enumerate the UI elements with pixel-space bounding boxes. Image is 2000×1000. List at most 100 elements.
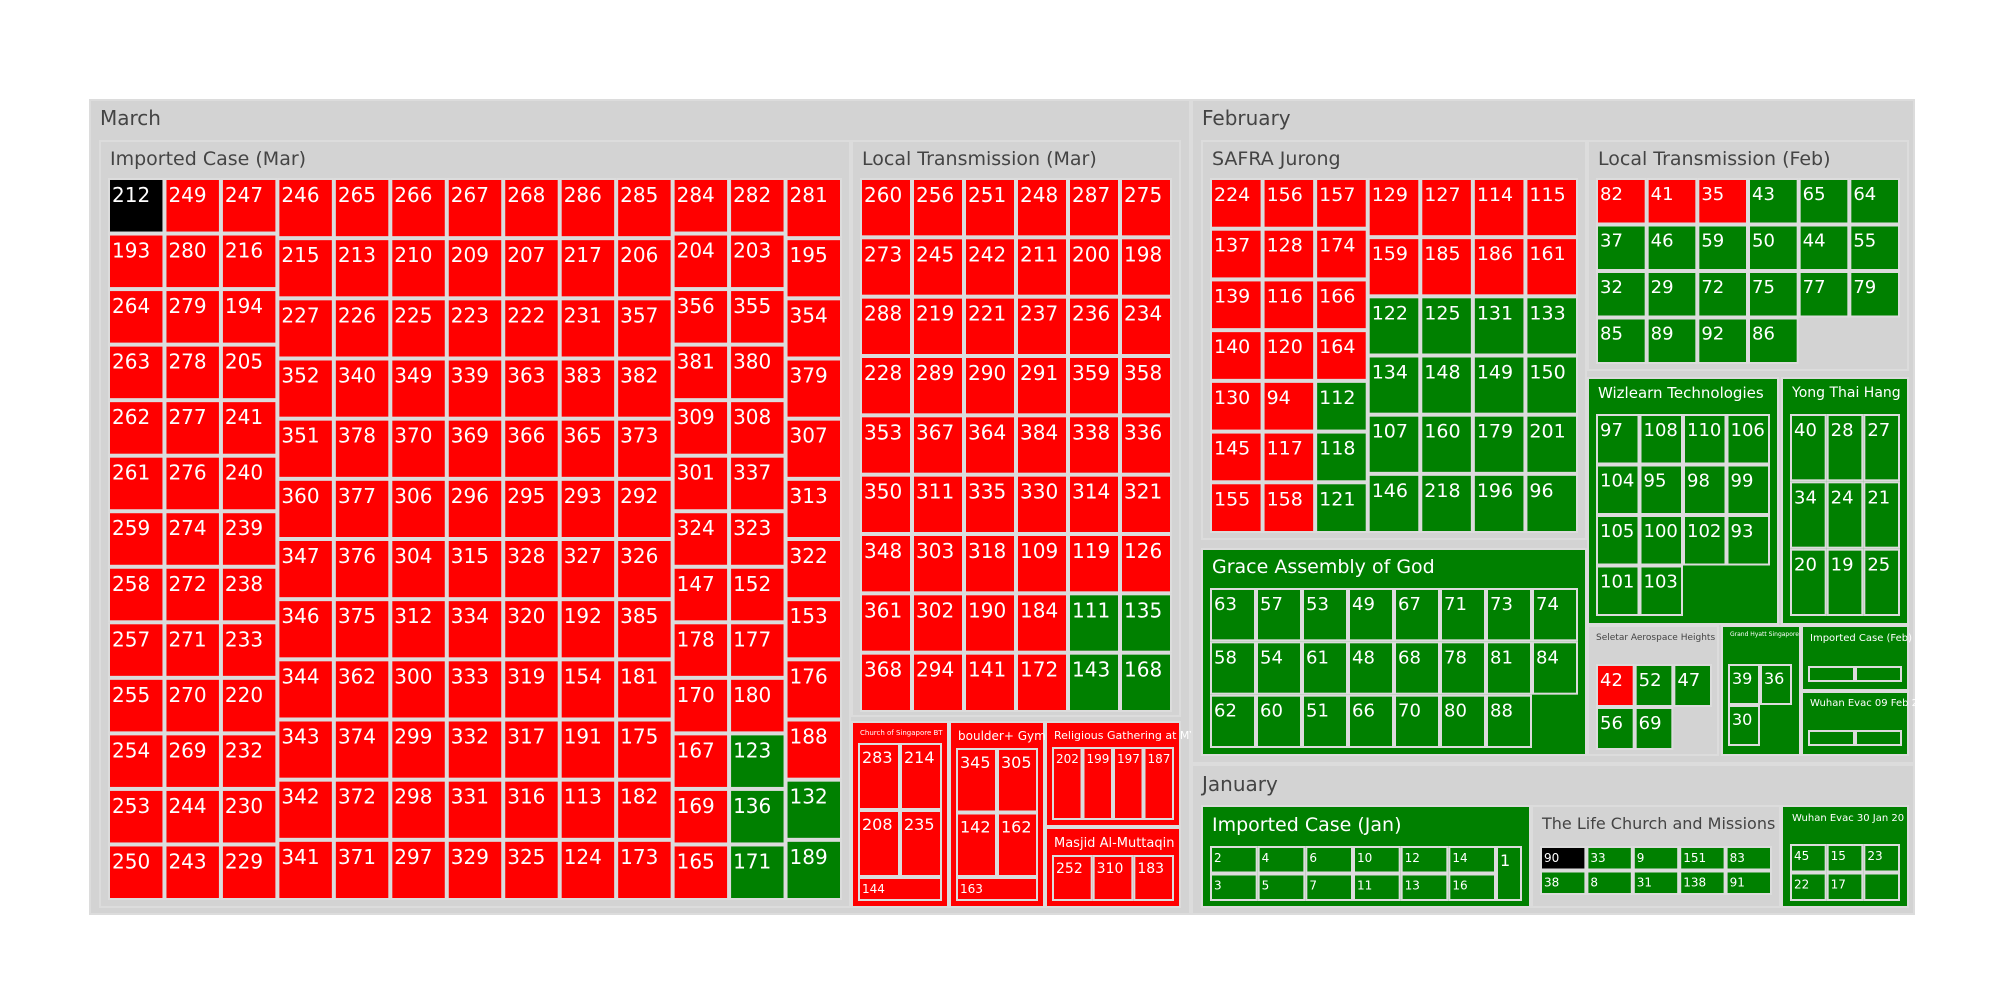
case-tile[interactable]: 347 xyxy=(277,539,334,600)
case-tile[interactable]: 118 xyxy=(1315,431,1368,483)
case-tile[interactable]: 375 xyxy=(333,599,391,660)
case-tile[interactable]: 152 xyxy=(729,566,786,623)
case-tile[interactable]: 223 xyxy=(446,298,504,359)
case-tile[interactable]: 55 xyxy=(1849,224,1901,271)
case-tile[interactable]: 252 xyxy=(1052,855,1093,901)
case-tile[interactable]: 241 xyxy=(220,400,278,456)
case-tile[interactable]: 206 xyxy=(616,238,673,299)
case-tile[interactable]: 69 xyxy=(1634,707,1674,750)
case-tile[interactable]: 80 xyxy=(1440,694,1486,749)
case-tile[interactable]: 172 xyxy=(1016,652,1068,713)
case-tile[interactable]: 5 xyxy=(1257,873,1306,901)
case-tile[interactable]: 145 xyxy=(1210,431,1263,483)
case-tile[interactable]: 227 xyxy=(277,298,334,359)
case-tile[interactable]: 251 xyxy=(964,178,1016,238)
case-tile[interactable]: 38 xyxy=(1540,870,1587,895)
case-tile[interactable]: 231 xyxy=(559,298,617,359)
case-tile[interactable]: 157 xyxy=(1315,178,1368,229)
case-tile[interactable]: 195 xyxy=(785,238,842,299)
case-tile[interactable]: 193 xyxy=(108,233,165,290)
case-tile[interactable]: 51 xyxy=(1302,694,1348,749)
case-tile[interactable]: 93 xyxy=(1726,515,1770,566)
case-tile[interactable]: 115 xyxy=(1525,178,1579,238)
case-tile[interactable]: 283 xyxy=(858,743,900,810)
case-tile[interactable]: 219 xyxy=(912,296,964,356)
case-tile[interactable]: 106 xyxy=(1726,414,1770,465)
case-tile[interactable]: 369 xyxy=(446,418,504,479)
case-tile[interactable]: 255 xyxy=(108,677,165,734)
case-tile[interactable]: 179 xyxy=(1472,414,1526,474)
case-tile[interactable]: 288 xyxy=(860,296,912,356)
case-tile[interactable]: 244 xyxy=(164,788,221,845)
case-tile[interactable]: 43 xyxy=(1748,178,1799,225)
case-tile[interactable]: 300 xyxy=(390,659,447,720)
case-tile[interactable]: 324 xyxy=(672,511,730,567)
case-tile[interactable]: 74 xyxy=(1532,588,1578,642)
case-tile[interactable]: 377 xyxy=(333,478,391,540)
case-tile[interactable]: 340 xyxy=(333,358,391,419)
case-tile[interactable]: 11 xyxy=(1353,873,1401,901)
case-tile[interactable]: 81 xyxy=(1486,641,1532,695)
case-tile[interactable]: 382 xyxy=(616,358,673,419)
case-tile[interactable]: 339 xyxy=(446,358,504,419)
case-tile[interactable]: 77 xyxy=(1798,271,1850,318)
case-tile[interactable]: 2 xyxy=(1210,846,1258,874)
case-tile[interactable]: 15 xyxy=(1826,844,1864,873)
case-tile[interactable]: 107 xyxy=(1367,414,1421,474)
case-tile[interactable]: 314 xyxy=(1068,474,1120,534)
case-tile[interactable]: 226 xyxy=(333,298,391,359)
case-tile[interactable]: 202 xyxy=(1052,747,1083,820)
case-tile[interactable]: 8 xyxy=(1586,870,1633,895)
case-tile[interactable]: 378 xyxy=(333,418,391,479)
case-tile[interactable]: 181 xyxy=(616,659,673,720)
case-tile[interactable]: 320 xyxy=(503,599,560,660)
case-tile[interactable]: 149 xyxy=(1472,355,1526,415)
case-tile[interactable]: 143 xyxy=(1068,652,1120,713)
case-tile[interactable]: 10 xyxy=(1353,846,1401,874)
case-tile[interactable]: 171 xyxy=(729,844,786,901)
case-tile[interactable]: 25 xyxy=(1863,548,1901,617)
case-tile[interactable]: 232 xyxy=(220,733,278,789)
case-tile[interactable]: 125 xyxy=(1420,296,1473,356)
case-tile[interactable]: 1 xyxy=(1496,846,1522,901)
case-tile[interactable]: 323 xyxy=(729,511,786,567)
case-tile[interactable]: 139 xyxy=(1210,279,1263,331)
case-tile[interactable]: 245 xyxy=(912,237,964,297)
case-tile[interactable]: 85 xyxy=(1596,317,1647,364)
case-tile[interactable]: 213 xyxy=(333,238,391,299)
case-tile[interactable]: 271 xyxy=(164,622,221,678)
case-tile[interactable]: 267 xyxy=(446,178,504,239)
case-tile[interactable]: 177 xyxy=(729,622,786,678)
case-tile[interactable]: 359 xyxy=(1068,356,1120,416)
case-tile[interactable]: 32 xyxy=(1596,271,1647,318)
case-tile[interactable]: 156 xyxy=(1262,178,1316,229)
case-tile[interactable]: 78 xyxy=(1440,641,1486,695)
case-tile[interactable]: 122 xyxy=(1367,296,1421,356)
case-tile[interactable]: 82 xyxy=(1596,178,1647,225)
case-tile[interactable]: 334 xyxy=(446,599,504,660)
case-tile[interactable]: 190 xyxy=(964,593,1016,653)
case-tile[interactable]: 60 xyxy=(1256,694,1302,749)
case-tile[interactable]: 105 xyxy=(1596,515,1640,566)
case-tile[interactable]: 175 xyxy=(616,719,673,780)
case-tile[interactable]: 332 xyxy=(446,719,504,780)
case-tile[interactable]: 162 xyxy=(997,812,1038,877)
case-tile[interactable]: 59 xyxy=(1697,224,1749,271)
case-tile[interactable]: 135 xyxy=(1120,593,1172,653)
case-tile[interactable]: 225 xyxy=(390,298,447,359)
case-tile[interactable]: 262 xyxy=(108,400,165,456)
case-tile[interactable]: 265 xyxy=(333,178,391,239)
case-tile[interactable]: 13 xyxy=(1400,873,1449,901)
case-tile[interactable]: 380 xyxy=(729,344,786,401)
case-tile[interactable]: 242 xyxy=(964,237,1016,297)
case-tile[interactable]: 189 xyxy=(785,839,842,900)
case-tile[interactable]: 328 xyxy=(503,539,560,600)
case-tile[interactable]: 362 xyxy=(333,659,391,720)
case-tile[interactable]: 315 xyxy=(446,539,504,600)
case-tile[interactable]: 37 xyxy=(1596,224,1647,271)
case-tile[interactable]: 65 xyxy=(1798,178,1850,225)
case-tile[interactable]: 361 xyxy=(860,593,912,653)
case-tile[interactable]: 269 xyxy=(164,733,221,789)
case-tile[interactable]: 53 xyxy=(1302,588,1348,642)
case-tile[interactable]: 235 xyxy=(900,810,942,877)
